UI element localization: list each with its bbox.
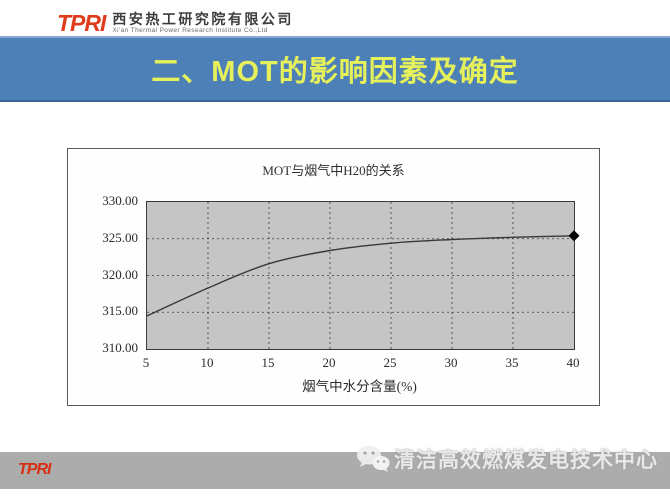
x-tick-label: 5	[142, 355, 150, 370]
mot-curve-line	[146, 235, 575, 317]
gridlines	[147, 202, 574, 349]
slide-title: 二、MOT的影响因素及确定	[151, 56, 519, 88]
y-tick-label: 310.00	[102, 340, 138, 355]
chart-title: MOT与烟气中H20的关系	[262, 163, 405, 178]
end-point-diamond-marker	[568, 230, 580, 242]
header: TPRI 西安热工研究院有限公司 Xi'an Thermal Power Res…	[57, 11, 294, 35]
x-tick-label: 30	[444, 355, 458, 370]
chart-box: MOT与烟气中H20的关系 330.00 325.00 320.00 315.00 31…	[67, 148, 600, 406]
watermark-text: 清洁高效燃煤发电技术中心	[394, 449, 658, 472]
watermark: 清洁高效燃煤发电技术中心	[356, 444, 658, 474]
y-tick-label: 325.00	[102, 229, 138, 245]
company-name-cn: 西安热工研究院有限公司	[112, 11, 294, 27]
y-tick-label: 320.00	[102, 266, 138, 282]
x-tick-label: 40	[566, 355, 580, 370]
y-tick-label: 315.00	[102, 303, 138, 319]
x-tick-label: 25	[383, 355, 397, 370]
company-name-en: Xi'an Thermal Power Research Institute C…	[112, 27, 268, 34]
x-tick-label: 20	[322, 355, 336, 370]
y-tick-label: 330.00	[102, 193, 138, 208]
tpri-logo: TPRI	[57, 10, 106, 36]
x-tick-label: 10	[200, 355, 214, 370]
footer-band: TPRI 清洁高效燃煤发电技术中心	[0, 445, 670, 489]
x-axis-title: 烟气中水分含量(%)	[302, 379, 417, 394]
x-tick-label: 15	[261, 355, 275, 370]
company-name-block: 西安热工研究院有限公司 Xi'an Thermal Power Research…	[112, 11, 294, 35]
footer-tpri-logo: TPRI	[18, 461, 51, 478]
wechat-icon	[357, 445, 390, 472]
title-banner: 二、MOT的影响因素及确定	[0, 36, 670, 102]
chart-plot-area	[146, 201, 580, 350]
x-tick-label: 35	[505, 355, 519, 370]
chart-svg	[146, 202, 580, 349]
